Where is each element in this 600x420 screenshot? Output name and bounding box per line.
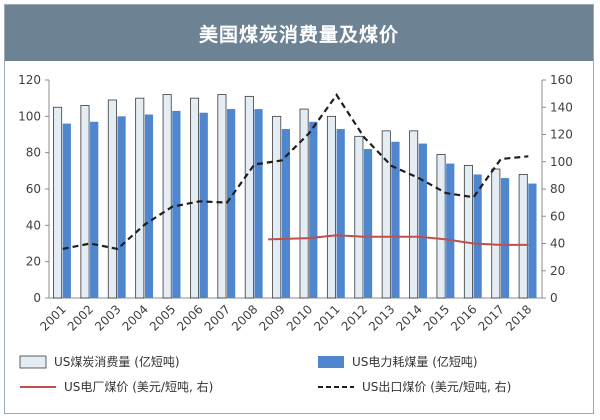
left-tick-label: 0 <box>33 291 41 305</box>
bar-power-coal <box>199 112 208 298</box>
x-tick-label: 2018 <box>503 302 534 333</box>
bar-power-coal <box>446 163 455 298</box>
x-tick-label: 2003 <box>92 302 123 333</box>
legend-label: US电厂煤价 (美元/短吨, 右) <box>64 379 213 394</box>
right-tick-label: 20 <box>550 264 565 278</box>
bar-power-coal <box>62 123 71 298</box>
left-tick-label: 80 <box>26 146 41 160</box>
left-tick-label: 60 <box>26 182 41 196</box>
bar-power-coal <box>281 129 291 298</box>
chart-title: 美国煤炭消费量及煤价 <box>198 23 399 46</box>
bar-power-coal <box>363 149 373 298</box>
bar-coal-consumption <box>80 105 90 299</box>
x-tick-label: 2014 <box>393 302 424 333</box>
bar-coal-consumption <box>244 95 254 299</box>
bar-coal-consumption <box>135 97 145 299</box>
x-tick-label: 2013 <box>366 302 397 333</box>
left-tick-label: 100 <box>18 109 41 123</box>
x-tick-label: 2016 <box>448 302 479 333</box>
legend-label: US出口煤价 (美元/短吨, 右) <box>362 379 511 394</box>
line-export-price <box>62 93 529 251</box>
right-tick-label: 0 <box>550 291 558 305</box>
x-tick-label: 2005 <box>147 302 178 333</box>
bar-coal-consumption <box>162 94 172 299</box>
bar-coal-consumption <box>272 115 282 299</box>
x-tick-label: 2002 <box>65 302 96 333</box>
bar-coal-consumption <box>299 108 309 299</box>
legend-swatch <box>318 356 344 368</box>
right-tick-label: 100 <box>550 155 573 169</box>
bar-power-coal <box>144 114 154 299</box>
x-tick-label: 2009 <box>256 302 287 333</box>
left-tick-label: 20 <box>26 255 41 269</box>
line-power-plant-price <box>268 234 529 246</box>
legend-swatch <box>19 355 47 369</box>
bar-power-coal <box>172 110 181 298</box>
bar-coal-consumption <box>518 174 528 299</box>
right-tick-label: 140 <box>550 100 573 114</box>
bar-power-coal <box>90 121 99 299</box>
x-tick-label: 2001 <box>37 302 68 333</box>
bar-coal-consumption <box>354 135 364 299</box>
bar-coal-consumption <box>381 130 391 299</box>
x-tick-label: 2007 <box>202 302 233 333</box>
bar-power-coal <box>117 116 126 298</box>
legend: US煤炭消费量 (亿短吨) US电力耗煤量 (亿短吨) US电厂煤价 (美元/短吨,… <box>19 354 511 394</box>
left-tick-label: 120 <box>18 73 41 87</box>
plot-area: 0 20 40 60 80 100 120 0 20 40 60 80 100 120 140 160 2001… <box>18 73 573 334</box>
bar-coal-consumption <box>463 164 473 299</box>
legend-label: US煤炭消费量 (亿短吨) <box>54 354 180 369</box>
x-tick-label: 2011 <box>311 302 342 333</box>
bar-coal-consumption <box>491 168 501 299</box>
bar-coal-consumption <box>409 130 419 299</box>
right-tick-label: 40 <box>550 237 565 251</box>
legend-label: US电力耗煤量 (亿短吨) <box>352 354 478 369</box>
x-tick-label: 2015 <box>421 302 452 333</box>
x-tick-label: 2012 <box>339 302 370 333</box>
title-bar: 美国煤炭消费量及煤价 <box>5 5 593 61</box>
x-tick-label: 2008 <box>229 302 260 333</box>
bar-coal-consumption <box>107 99 117 299</box>
right-tick-label: 160 <box>550 73 573 87</box>
right-tick-label: 60 <box>550 209 565 223</box>
bar-power-coal <box>254 109 263 298</box>
x-tick-label: 2004 <box>119 302 150 333</box>
bar-power-coal <box>391 141 400 298</box>
bar-power-coal <box>336 129 345 298</box>
bar-power-coal <box>500 178 510 298</box>
bar-coal-consumption <box>217 94 227 299</box>
bar-power-coal <box>473 174 482 298</box>
bar-coal-consumption <box>436 154 446 299</box>
bar-coal-consumption <box>326 115 336 299</box>
x-tick-label: 2017 <box>476 302 507 333</box>
right-tick-label: 120 <box>550 128 573 142</box>
x-tick-label: 2010 <box>284 302 315 333</box>
bar-coal-consumption <box>190 97 200 299</box>
bar-power-coal <box>418 143 427 298</box>
left-tick-label: 40 <box>26 218 41 232</box>
bar-power-coal <box>309 121 318 299</box>
x-tick-label: 2006 <box>174 302 205 333</box>
bar-power-coal <box>528 183 537 298</box>
bar-coal-consumption <box>53 106 63 299</box>
right-tick-label: 80 <box>550 182 565 196</box>
bar-power-coal <box>227 109 236 298</box>
